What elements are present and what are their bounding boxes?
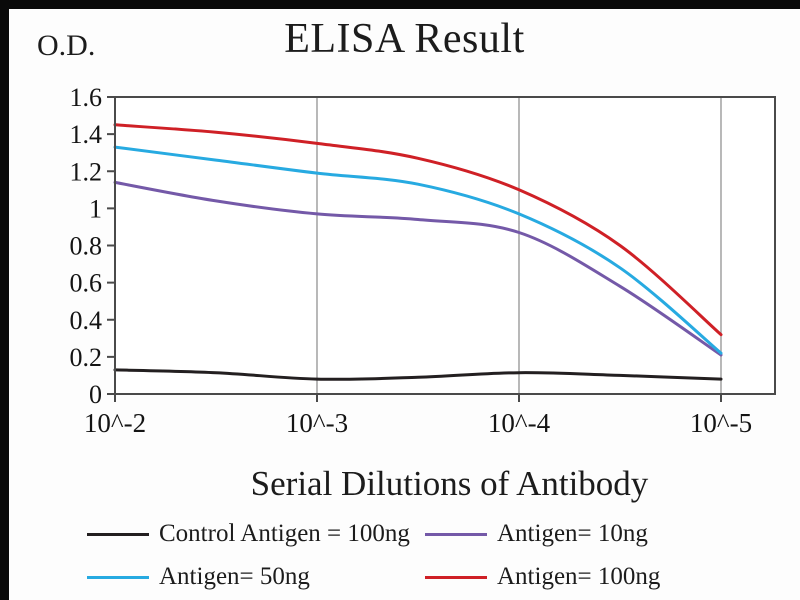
legend-item: Antigen= 10ng [425, 520, 745, 548]
legend-label: Antigen= 50ng [159, 563, 310, 590]
legend-line-swatch [87, 532, 149, 536]
plot-frame [114, 96, 776, 395]
y-tick-label: 1.4 [70, 120, 103, 149]
legend: Control Antigen = 100ng Antigen= 10ng Anti… [87, 520, 745, 591]
series-line-control-antigen-100ng [113, 368, 723, 381]
x-axis-title: Serial Dilutions of Antibody [250, 464, 649, 503]
series-line-antigen-10ng [113, 180, 723, 357]
x-tick-label: 10^-3 [286, 408, 348, 438]
y-tick-label: 0 [89, 380, 102, 409]
plot-area: 10^-2 10^-3 10^-4 10^-5 0 0.2 0.4 0.6 0.8 1 1.2 1.4… [70, 83, 776, 438]
legend-item: Antigen= 50ng [87, 563, 425, 591]
chart-title: ELISA Result [284, 16, 525, 62]
legend-label: Control Antigen = 100ng [159, 520, 410, 547]
y-tick-label: 0.8 [70, 232, 103, 261]
legend-line-swatch [425, 575, 487, 579]
x-tick-label: 10^-4 [488, 408, 551, 438]
y-tick-label: 0.4 [70, 306, 103, 335]
legend-item: Control Antigen = 100ng [87, 520, 425, 548]
series-line-antigen-100ng [113, 123, 723, 337]
y-tick-label: 1 [89, 194, 102, 223]
y-axis-title: O.D. [37, 29, 96, 62]
y-tick-label: 0.6 [70, 269, 103, 298]
y-tick-label: 1.6 [70, 83, 103, 112]
legend-label: Antigen= 10ng [497, 520, 648, 547]
legend-item: Antigen= 100ng [425, 563, 745, 591]
y-tick-label: 1.2 [70, 157, 103, 186]
legend-line-swatch [87, 575, 149, 579]
y-tick-label: 0.2 [70, 343, 103, 372]
x-tick-label: 10^-5 [690, 408, 752, 438]
legend-label: Antigen= 100ng [497, 563, 661, 590]
x-tick-label: 10^-2 [84, 408, 146, 438]
legend-line-swatch [425, 532, 487, 536]
series-line-antigen-50ng [113, 145, 723, 355]
